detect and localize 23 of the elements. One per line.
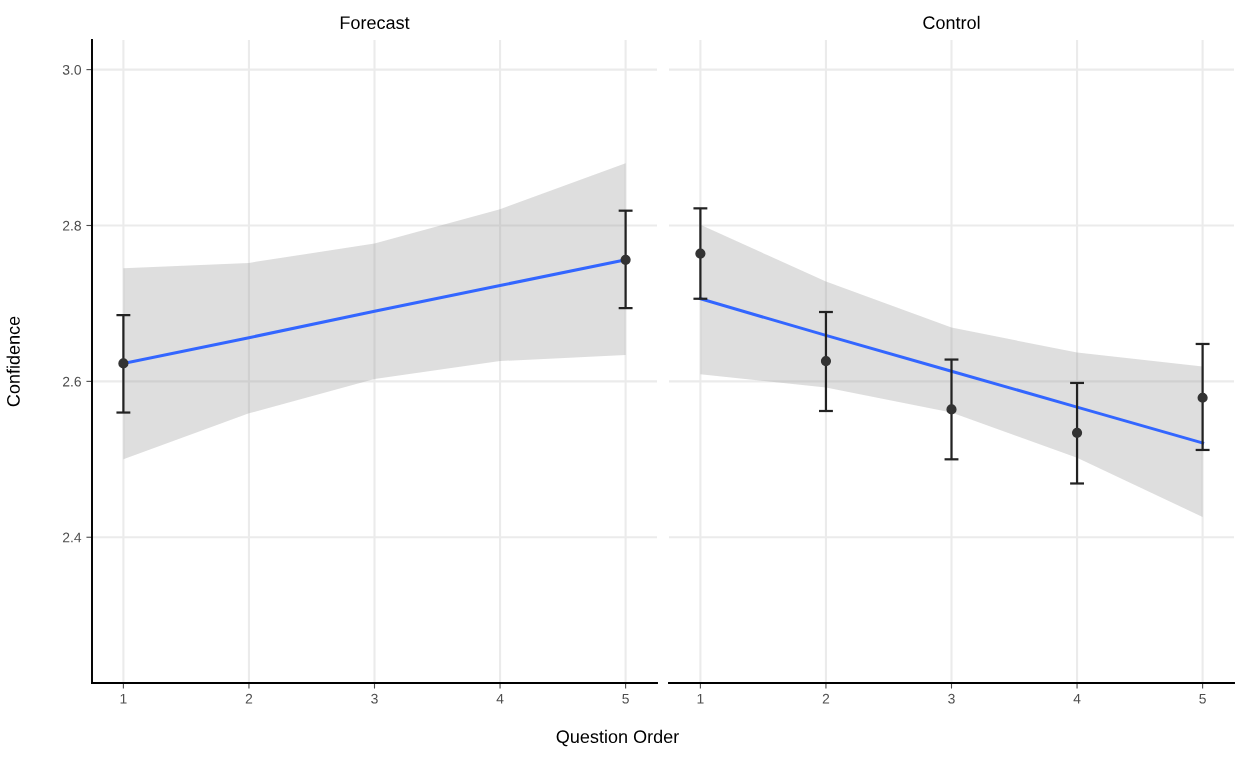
x-tick-label: 4 bbox=[496, 693, 504, 704]
chart-title: Forecast bbox=[340, 16, 410, 30]
point bbox=[1197, 392, 1208, 403]
x-axis-title: Question Order bbox=[556, 729, 679, 747]
y-tick-label: 2.4 bbox=[62, 532, 82, 543]
point bbox=[946, 404, 957, 415]
x-tick-label: 4 bbox=[1073, 693, 1081, 704]
x-tick-label: 3 bbox=[948, 693, 955, 704]
x-tick-label: 2 bbox=[822, 693, 830, 704]
x-tick-label: 1 bbox=[697, 693, 704, 704]
point bbox=[695, 248, 706, 259]
point bbox=[1071, 427, 1083, 438]
chart-title: Control bbox=[923, 15, 980, 30]
x-tick-label: 5 bbox=[622, 693, 629, 704]
y-axis-title: Confidence bbox=[6, 316, 20, 407]
y-tick-label: 3.0 bbox=[62, 64, 82, 75]
x-tick-label: 1 bbox=[120, 693, 127, 704]
point bbox=[820, 356, 832, 367]
y-tick-label: 2.6 bbox=[62, 376, 81, 387]
x-tick-label: 5 bbox=[1199, 693, 1206, 704]
x-tick-label: 2 bbox=[245, 693, 253, 704]
y-tick-label: 2.8 bbox=[62, 220, 81, 231]
x-tick-label: 3 bbox=[371, 693, 378, 704]
